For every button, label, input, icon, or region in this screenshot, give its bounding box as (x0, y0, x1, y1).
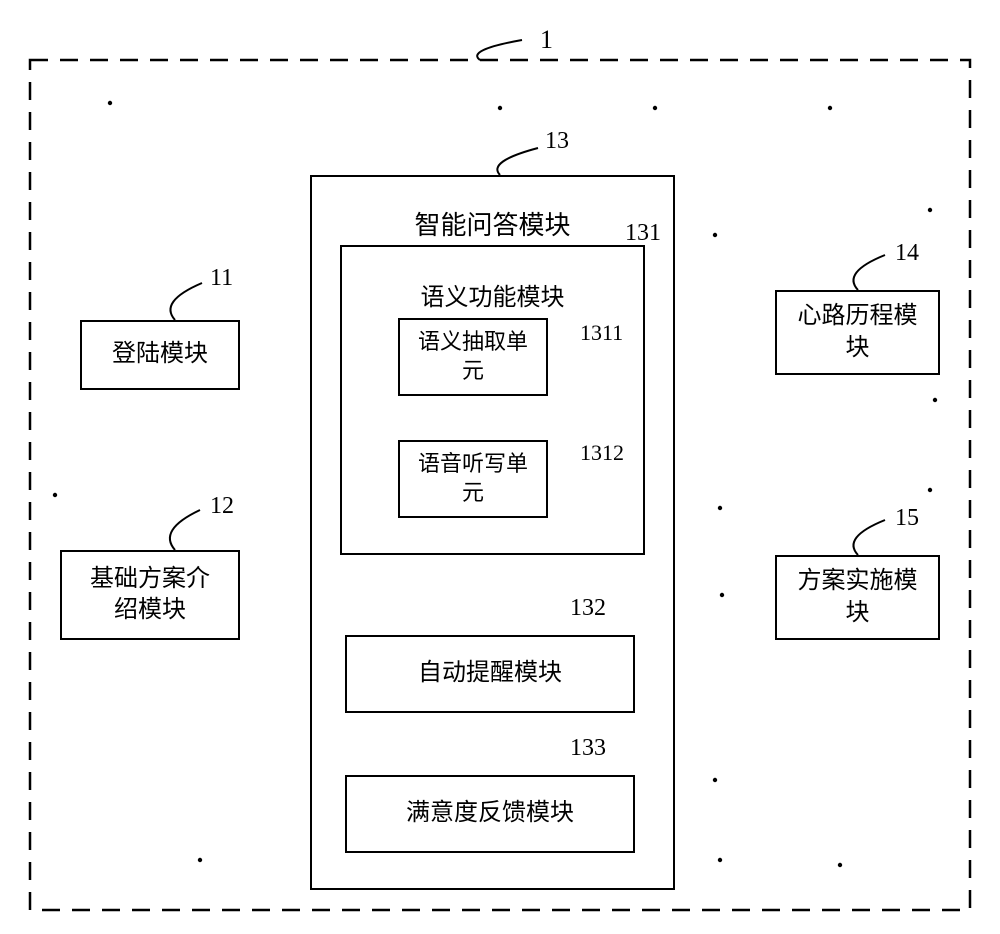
label-1: 1 (540, 25, 553, 55)
box-text-b132: 自动提醒模块 (418, 658, 562, 689)
label-12: 12 (210, 493, 234, 520)
box-b133: 满意度反馈模块 (345, 775, 635, 853)
box-title-b13: 智能问答模块 (310, 205, 675, 242)
box-title-b131: 语义功能模块 (340, 277, 645, 312)
label-11: 11 (210, 265, 233, 292)
box-b1312: 语音听写单 元 (398, 440, 548, 518)
box-b132: 自动提醒模块 (345, 635, 635, 713)
box-text-b11: 登陆模块 (112, 339, 208, 370)
box-b11: 登陆模块 (80, 320, 240, 390)
label-132: 132 (570, 595, 606, 622)
diagram-canvas: 1 登陆模块 11 基础方案介 绍模块 12 智能问答模块 13 语义功能模块 131 语义抽取单… (0, 0, 1000, 934)
label-15: 15 (895, 505, 919, 532)
label-14: 14 (895, 240, 919, 267)
box-text-b15: 方案实施模 块 (798, 566, 918, 628)
box-b14: 心路历程模 块 (775, 290, 940, 375)
box-text-b14: 心路历程模 块 (798, 301, 918, 363)
box-text-b133: 满意度反馈模块 (406, 798, 574, 829)
box-text-b1311: 语义抽取单 元 (418, 328, 528, 385)
box-text-b1312: 语音听写单 元 (418, 450, 528, 507)
label-131: 131 (625, 220, 661, 247)
label-133: 133 (570, 735, 606, 762)
label-1312: 1312 (580, 440, 624, 466)
box-b1311: 语义抽取单 元 (398, 318, 548, 396)
box-b12: 基础方案介 绍模块 (60, 550, 240, 640)
box-b15: 方案实施模 块 (775, 555, 940, 640)
label-1311: 1311 (580, 320, 623, 346)
box-text-b12: 基础方案介 绍模块 (90, 564, 210, 626)
label-13: 13 (545, 128, 569, 155)
